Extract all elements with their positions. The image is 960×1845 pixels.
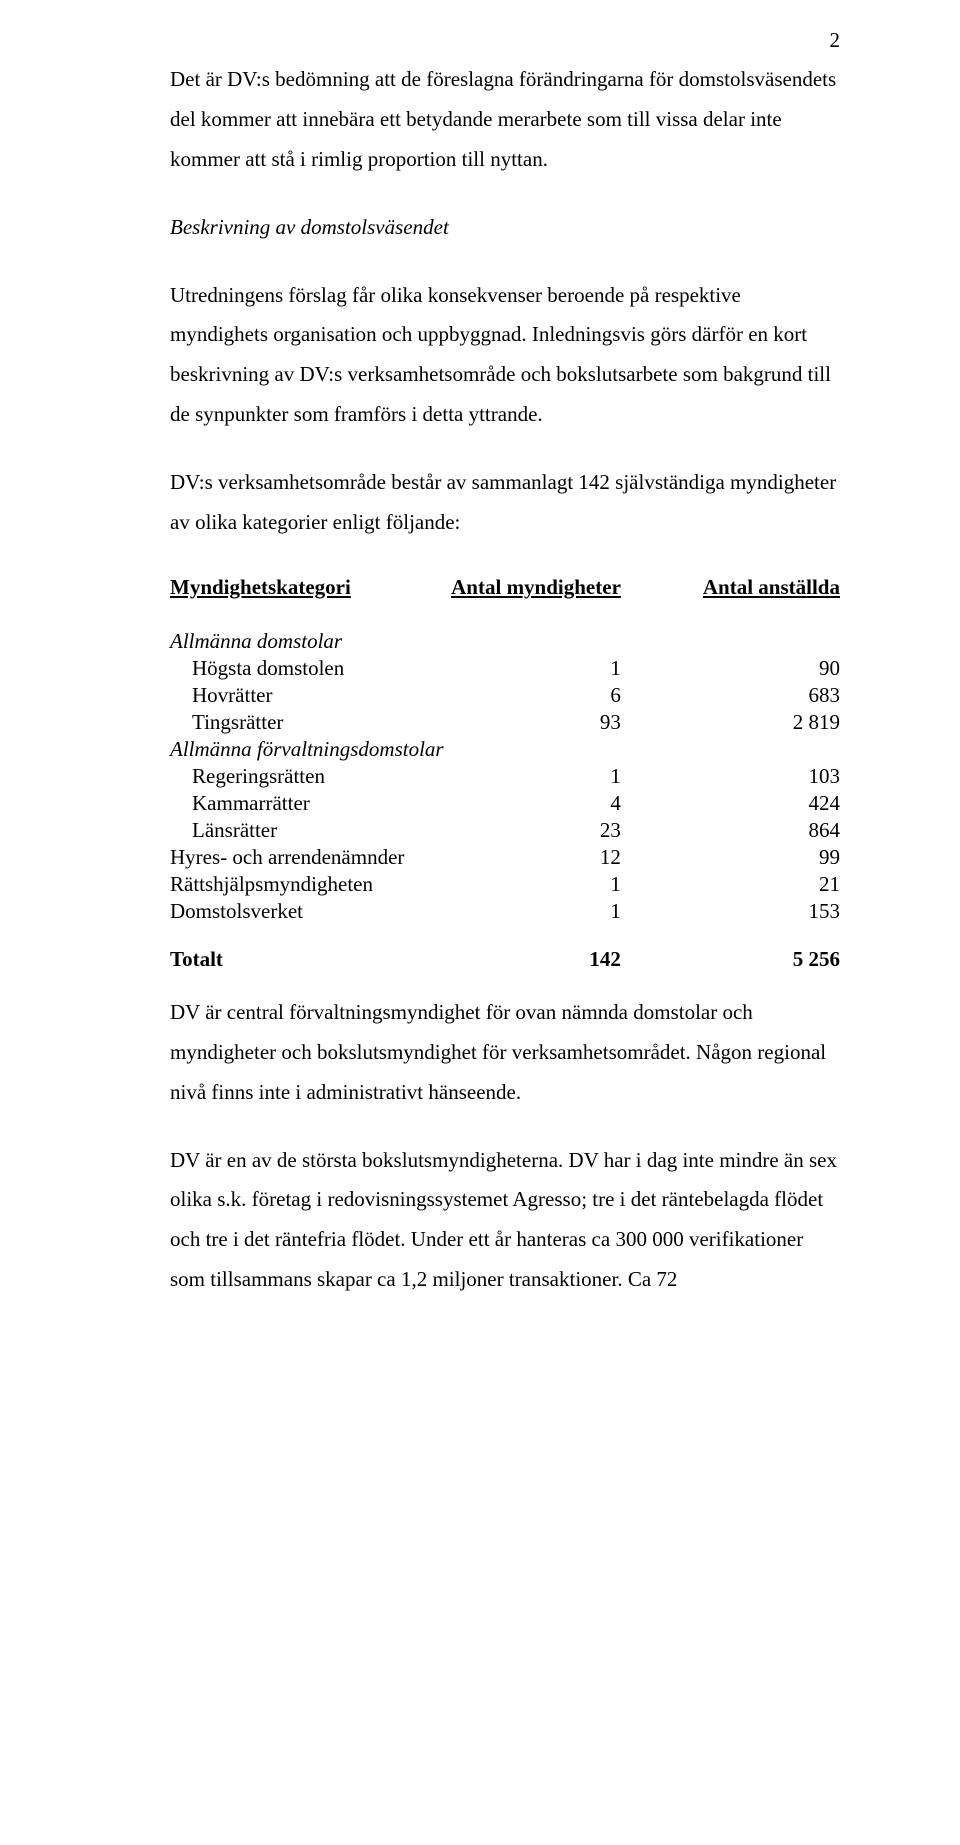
authority-table: Myndighetskategori Antal myndigheter Ant…: [170, 571, 840, 973]
row-label: Regeringsrätten: [170, 763, 448, 790]
paragraph: Det är DV:s bedömning att de föreslagna …: [170, 60, 840, 180]
table-row: Tingsrätter 93 2 819: [170, 709, 840, 736]
paragraph: DV är central förvaltningsmyndighet för …: [170, 993, 840, 1113]
paragraph: DV:s verksamhetsområde består av sammanl…: [170, 463, 840, 543]
table-row: Hyres- och arrendenämnder 12 99: [170, 844, 840, 871]
document-page: 2 Det är DV:s bedömning att de föreslagn…: [0, 0, 960, 1845]
table-section-row: Allmänna domstolar: [170, 628, 840, 655]
row-employees: 90: [701, 655, 840, 682]
row-count: 4: [448, 790, 701, 817]
row-employees: 99: [701, 844, 840, 871]
row-count: 1: [448, 655, 701, 682]
table-row: Högsta domstolen 1 90: [170, 655, 840, 682]
row-count: 1: [448, 898, 701, 925]
table-header-row: Myndighetskategori Antal myndigheter Ant…: [170, 571, 840, 604]
row-label: Hovrätter: [170, 682, 448, 709]
section-label: Allmänna domstolar: [170, 628, 448, 655]
section-heading: Beskrivning av domstolsväsendet: [170, 208, 840, 248]
table-total-row: Totalt 142 5 256: [170, 925, 840, 973]
row-label: Länsrätter: [170, 817, 448, 844]
paragraph: DV är en av de största bokslutsmyndighet…: [170, 1141, 840, 1301]
row-employees: 2 819: [701, 709, 840, 736]
row-count: 12: [448, 844, 701, 871]
table-row: Hovrätter 6 683: [170, 682, 840, 709]
col-header-count: Antal myndigheter: [448, 571, 701, 604]
row-label: Kammarrätter: [170, 790, 448, 817]
row-label: Domstolsverket: [170, 898, 448, 925]
row-employees: 864: [701, 817, 840, 844]
table-row: Kammarrätter 4 424: [170, 790, 840, 817]
col-header-category: Myndighetskategori: [170, 571, 448, 604]
row-employees: 21: [701, 871, 840, 898]
row-label: Rättshjälpsmyndigheten: [170, 871, 448, 898]
total-label: Totalt: [170, 925, 448, 973]
row-label: Hyres- och arrendenämnder: [170, 844, 448, 871]
row-count: 6: [448, 682, 701, 709]
table-section-row: Allmänna förvaltningsdomstolar: [170, 736, 840, 763]
paragraph: Utredningens förslag får olika konsekven…: [170, 276, 840, 436]
table-row: Domstolsverket 1 153: [170, 898, 840, 925]
spacer: [170, 604, 840, 628]
page-number: 2: [830, 28, 841, 53]
row-label: Högsta domstolen: [170, 655, 448, 682]
row-employees: 153: [701, 898, 840, 925]
row-count: 23: [448, 817, 701, 844]
row-count: 93: [448, 709, 701, 736]
row-count: 1: [448, 763, 701, 790]
total-employees: 5 256: [701, 925, 840, 973]
row-count: 1: [448, 871, 701, 898]
total-count: 142: [448, 925, 701, 973]
col-header-employees: Antal anställda: [701, 571, 840, 604]
row-employees: 103: [701, 763, 840, 790]
row-employees: 683: [701, 682, 840, 709]
section-label: Allmänna förvaltningsdomstolar: [170, 736, 448, 763]
table-row: Regeringsrätten 1 103: [170, 763, 840, 790]
table-row: Rättshjälpsmyndigheten 1 21: [170, 871, 840, 898]
row-employees: 424: [701, 790, 840, 817]
table-row: Länsrätter 23 864: [170, 817, 840, 844]
row-label: Tingsrätter: [170, 709, 448, 736]
